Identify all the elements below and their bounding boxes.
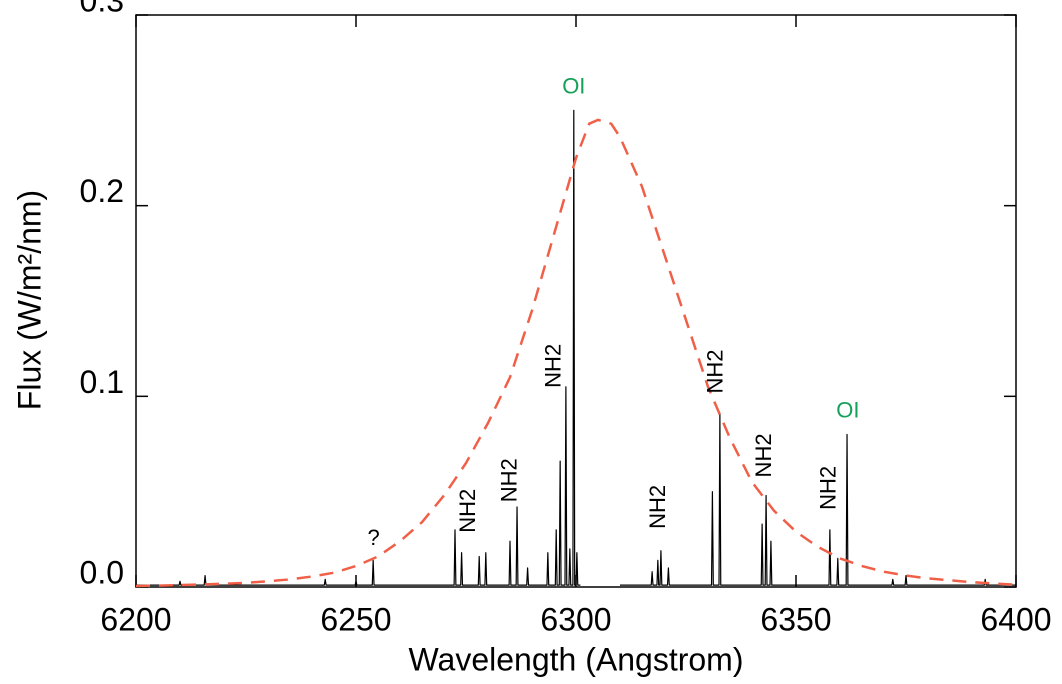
annotation: NH2 <box>703 350 728 394</box>
x-tick-label: 6400 <box>980 601 1051 637</box>
annotation: NH2 <box>751 433 776 477</box>
x-tick-label: 6300 <box>540 601 611 637</box>
x-tick-label: 6200 <box>100 601 171 637</box>
annotation: NH2 <box>816 466 841 510</box>
plot-frame <box>135 14 1017 588</box>
x-tick-label: 6350 <box>760 601 831 637</box>
x-axis-title: Wavelength (Angstrom) <box>409 641 744 677</box>
annotation: OI <box>562 73 585 98</box>
annotation: NH2 <box>541 344 566 388</box>
x-tick-label: 6250 <box>320 601 391 637</box>
annotation: ? <box>367 525 379 550</box>
spectrum-line <box>136 109 1016 586</box>
y-tick-label: 0.2 <box>80 173 124 209</box>
annotation: NH2 <box>455 489 480 533</box>
y-tick-label: 0.0 <box>80 554 124 590</box>
annotation: NH2 <box>645 485 670 529</box>
model-curve <box>135 118 1017 588</box>
annotation: NH2 <box>497 458 522 502</box>
annotation: OI <box>836 397 859 422</box>
y-tick-label: 0.1 <box>80 364 124 400</box>
y-axis-title: Flux (W/m²/nm) <box>11 190 47 410</box>
y-tick-label: 0.3 <box>80 0 124 18</box>
